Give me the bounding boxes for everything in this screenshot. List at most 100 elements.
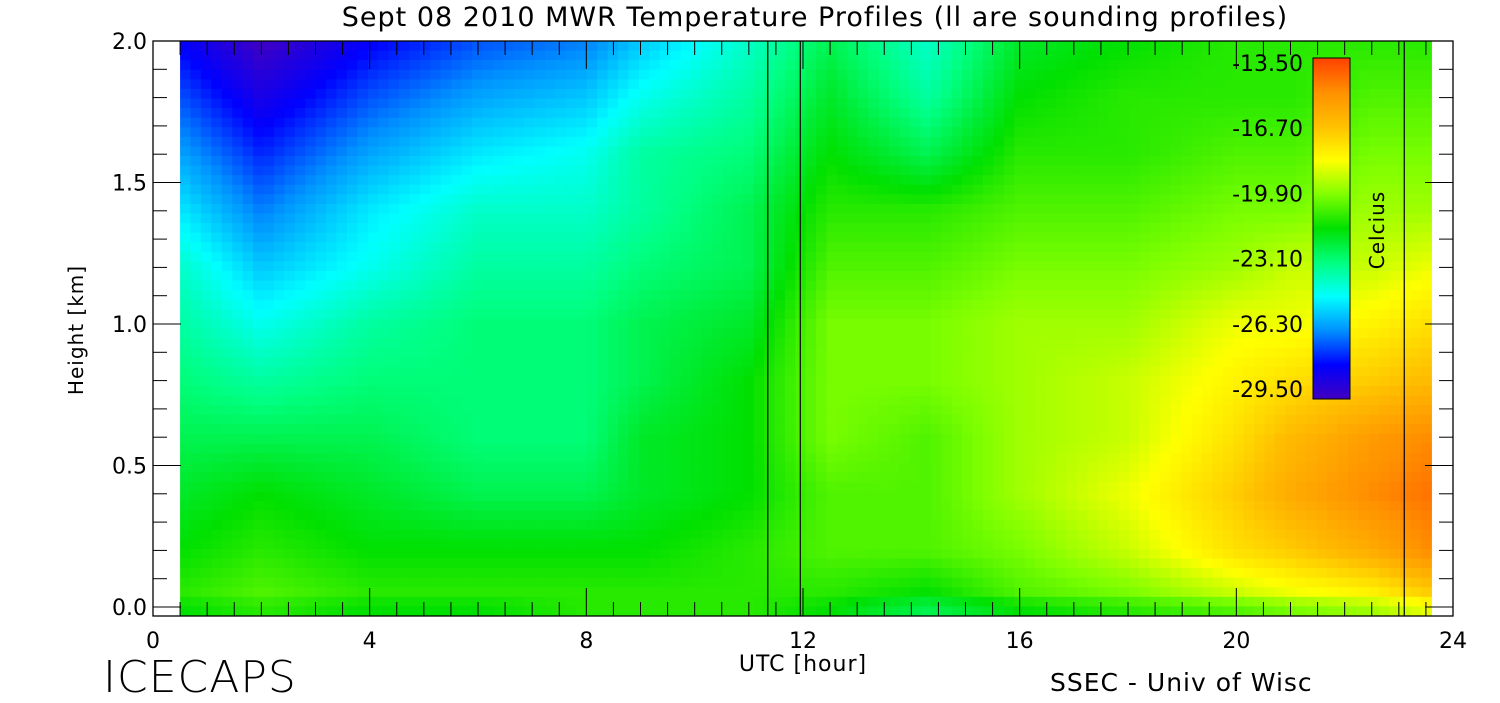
heatmap-cell xyxy=(1358,127,1370,138)
heatmap-cell xyxy=(1170,261,1182,272)
heatmap-cell xyxy=(180,165,192,176)
heatmap-cell xyxy=(503,414,515,425)
heatmap-cell xyxy=(1087,50,1099,61)
heatmap-cell xyxy=(1379,79,1391,90)
heatmap-cell xyxy=(691,117,703,128)
heatmap-cell xyxy=(857,299,869,310)
heatmap-cell xyxy=(388,395,400,406)
heatmap-cell xyxy=(545,366,557,378)
heatmap-cell xyxy=(638,433,650,445)
heatmap-cell xyxy=(440,165,452,176)
heatmap-cell xyxy=(1347,242,1359,253)
heatmap-cell xyxy=(1024,156,1036,167)
heatmap-cell xyxy=(962,405,974,416)
heatmap-cell xyxy=(482,50,494,61)
heatmap-cell xyxy=(472,203,484,215)
heatmap-cell xyxy=(440,136,452,148)
heatmap-cell xyxy=(200,127,212,138)
heatmap-cell xyxy=(357,156,369,167)
heatmap-cell xyxy=(1055,386,1067,397)
heatmap-cell xyxy=(1035,108,1047,119)
heatmap-cell xyxy=(565,242,577,253)
heatmap-cell xyxy=(857,376,869,387)
heatmap-cell xyxy=(1097,223,1109,234)
heatmap-cell xyxy=(294,41,306,52)
heatmap-cell xyxy=(670,60,682,71)
heatmap-cell xyxy=(1222,251,1234,263)
heatmap-cell xyxy=(1201,405,1213,416)
heatmap-cell xyxy=(930,69,942,80)
heatmap-cell xyxy=(367,117,379,128)
heatmap-cell xyxy=(659,79,671,90)
heatmap-cell xyxy=(1055,156,1067,167)
heatmap-cell xyxy=(326,376,338,387)
heatmap-cell xyxy=(388,347,400,358)
heatmap-cell xyxy=(1024,41,1036,52)
heatmap-cell xyxy=(659,261,671,272)
heatmap-cell xyxy=(982,117,994,128)
heatmap-cell xyxy=(273,194,285,205)
heatmap-cell xyxy=(930,117,942,128)
heatmap-cell xyxy=(597,395,609,406)
heatmap-cell xyxy=(920,242,932,253)
heatmap-cell xyxy=(1368,251,1380,263)
heatmap-cell xyxy=(868,50,880,61)
heatmap-cell xyxy=(1045,299,1057,310)
heatmap-cell xyxy=(472,50,484,61)
heatmap-cell xyxy=(732,261,744,272)
heatmap-cell xyxy=(1035,165,1047,176)
heatmap-cell xyxy=(805,251,817,263)
heatmap-cell xyxy=(1055,309,1067,320)
heatmap-cell xyxy=(503,271,515,282)
heatmap-cell xyxy=(346,194,358,205)
heatmap-cell xyxy=(857,414,869,425)
heatmap-cell xyxy=(190,127,202,138)
heatmap-cell xyxy=(805,165,817,176)
heatmap-cell xyxy=(1097,366,1109,378)
heatmap-cell xyxy=(1295,117,1307,128)
heatmap-cell xyxy=(649,271,661,282)
heatmap-cell xyxy=(545,165,557,176)
heatmap-cell xyxy=(993,299,1005,310)
heatmap-cell xyxy=(1149,146,1161,157)
heatmap-cell xyxy=(482,156,494,167)
heatmap-cell xyxy=(190,136,202,148)
heatmap-cell xyxy=(1139,108,1151,119)
heatmap-cell xyxy=(1045,223,1057,234)
heatmap-cell xyxy=(691,271,703,282)
heatmap-cell xyxy=(1170,136,1182,148)
heatmap-cell xyxy=(586,290,598,301)
heatmap-cell xyxy=(753,414,765,425)
heatmap-cell xyxy=(388,271,400,282)
heatmap-cell xyxy=(1045,60,1057,71)
heatmap-cell xyxy=(1285,251,1297,263)
heatmap-cell xyxy=(1055,251,1067,263)
heatmap-cell xyxy=(649,366,661,378)
heatmap-cell xyxy=(1306,290,1318,301)
heatmap-cell xyxy=(1128,290,1140,301)
heatmap-cell xyxy=(503,165,515,176)
heatmap-cell xyxy=(993,136,1005,148)
heatmap-cell xyxy=(367,213,379,224)
heatmap-cell xyxy=(242,108,254,119)
heatmap-cell xyxy=(1316,405,1328,416)
heatmap-cell xyxy=(764,433,776,445)
heatmap-cell xyxy=(993,242,1005,253)
heatmap-cell xyxy=(232,79,244,90)
heatmap-cell xyxy=(607,242,619,253)
heatmap-cell xyxy=(565,175,577,186)
heatmap-cell xyxy=(565,290,577,301)
heatmap-cell xyxy=(732,386,744,397)
heatmap-cell xyxy=(1264,184,1276,195)
heatmap-cell xyxy=(941,88,953,100)
heatmap-cell xyxy=(253,50,265,61)
heatmap-cell xyxy=(451,309,463,320)
heatmap-cell xyxy=(826,108,838,119)
heatmap-cell xyxy=(764,271,776,282)
heatmap-cell xyxy=(1368,280,1380,291)
heatmap-cell xyxy=(1264,79,1276,90)
heatmap-cell xyxy=(190,251,202,263)
heatmap-cell xyxy=(409,242,421,253)
heatmap-cell xyxy=(357,405,369,416)
heatmap-cell xyxy=(1149,117,1161,128)
